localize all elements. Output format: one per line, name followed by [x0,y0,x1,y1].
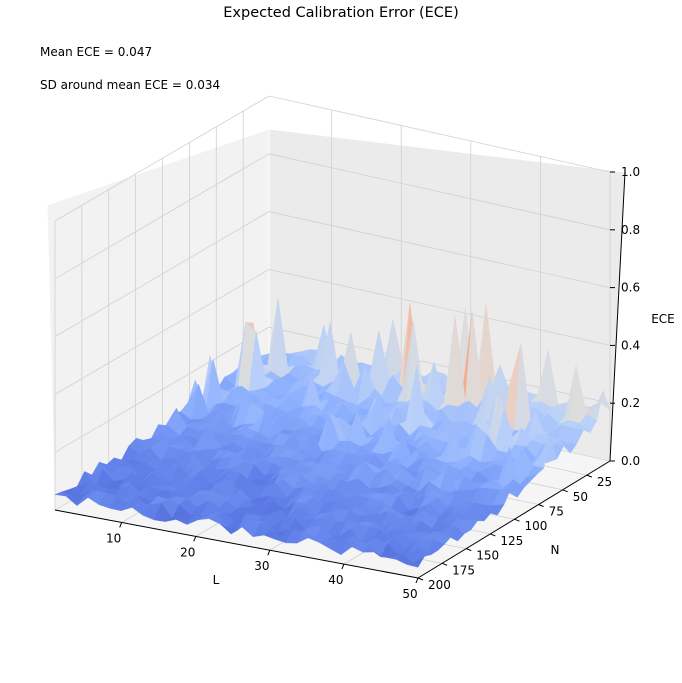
x-tick-label: 10 [106,531,121,545]
z-tick-label: 0.8 [621,223,640,237]
x-tick-label: 20 [180,545,195,559]
x-tick-mark [193,536,197,542]
y-tick-label: 200 [428,578,451,592]
y-tick-label: 175 [452,563,475,577]
y-tick-mark [417,577,424,581]
z-tick-label: 0.2 [621,396,640,410]
z-axis-line [609,171,626,462]
x-axis-label: L [213,573,220,587]
y-tick-label: 50 [573,490,588,504]
y-tick-mark [562,489,568,493]
chart-title: Expected Calibration Error (ECE) [223,5,459,21]
x-tick-label: 40 [328,573,343,587]
y-tick-mark [490,533,496,537]
y-tick-mark [441,562,448,566]
x-axis-line [54,509,419,579]
y-tick-mark [538,504,544,507]
mean-ece-annotation: Mean ECE = 0.047 [40,45,153,59]
z-axis-ticks: 0.0 0.2 0.4 0.6 0.8 1.0 [610,165,640,468]
y-tick-mark [466,548,472,552]
grid-line-z [54,268,611,395]
z-tick-label: 0.4 [621,338,640,352]
y-tick-mark [586,474,593,478]
y-tick-label: 25 [597,475,612,489]
x-tick-label: 30 [254,559,269,573]
y-axis-label: N [551,543,560,557]
x-tick-mark [415,577,419,584]
z-tick-label: 1.0 [621,165,640,179]
grid-line-z [54,95,611,222]
y-tick-label: 100 [524,519,547,533]
z-tick-label: 0.0 [621,454,640,468]
grid-line-z [54,211,611,337]
y-tick-label: 150 [476,549,499,563]
x-tick-mark [267,550,271,556]
x-tick-mark [119,522,123,528]
x-tick-mark [341,563,345,570]
surface-patch [406,555,426,568]
z-axis-label: ECE [651,312,675,326]
y-tick-label: 75 [549,505,564,519]
y-axis-line [417,460,611,579]
z-tick-label: 0.6 [621,281,640,295]
y-tick-label: 125 [500,534,523,548]
grid-line-z [54,153,611,280]
y-tick-mark [514,518,520,522]
x-tick-label: 50 [402,587,417,601]
surface-mesh [54,298,611,568]
x-axis-ticks: 10 20 30 40 50 [106,522,419,601]
sd-ece-annotation: SD around mean ECE = 0.034 [40,78,221,92]
